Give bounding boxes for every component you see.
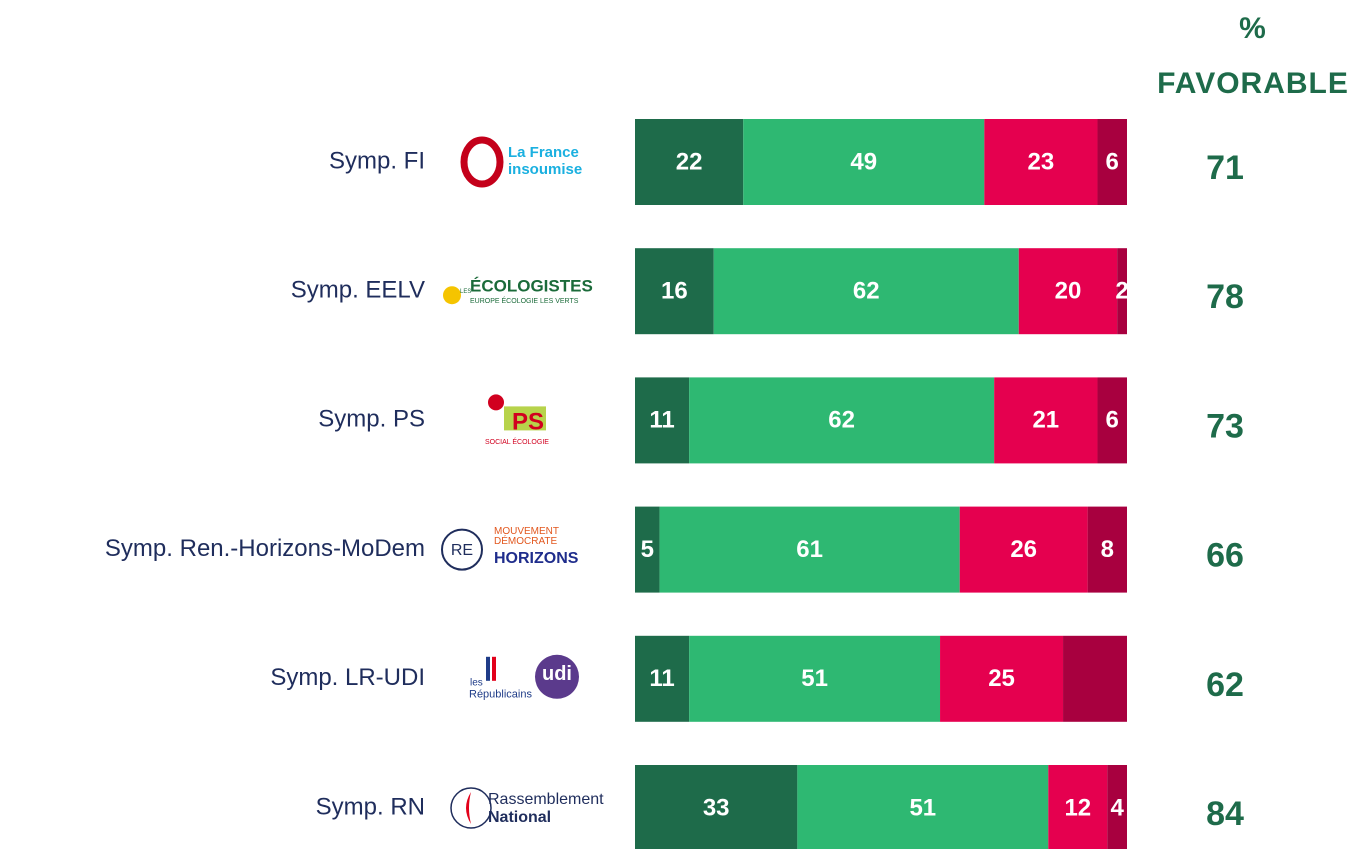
logo-text: PS <box>512 409 544 436</box>
data-label: 16 <box>661 278 688 305</box>
logo-shape <box>535 654 579 699</box>
logo-shape <box>492 656 496 681</box>
column-header: FAVORABLE <box>1157 67 1349 100</box>
bar-segment <box>994 377 1098 464</box>
logo-shape <box>466 792 471 824</box>
data-label: 62 <box>853 278 880 305</box>
bar-segment <box>959 506 1088 593</box>
data-label: 5 <box>641 536 654 563</box>
logo-text: udi <box>542 663 572 685</box>
column-header: % <box>1239 12 1267 45</box>
bar-segment <box>635 506 660 593</box>
logo-text: La France <box>508 144 579 161</box>
logo-text: LES <box>460 289 471 295</box>
data-label: 23 <box>1028 148 1055 175</box>
data-label: 11 <box>649 407 674 434</box>
category-label: Symp. LR-UDI <box>270 664 425 691</box>
data-label: 6 <box>1106 148 1119 175</box>
category-label: Symp. Ren.-Horizons-MoDem <box>105 535 425 562</box>
logo-shape <box>488 394 504 411</box>
data-label: 2 <box>1115 278 1128 305</box>
logo-text: ÉCOLOGISTES <box>470 277 593 296</box>
logo-shape <box>450 787 492 829</box>
favorable-value: 71 <box>1206 149 1244 187</box>
logo-text: SOCIAL ÉCOLOGIE <box>485 437 549 446</box>
data-label: 33 <box>703 794 730 821</box>
bar-segment <box>940 635 1064 722</box>
bar-segment <box>689 377 995 464</box>
bar-segment <box>1087 506 1127 593</box>
logo-text: National <box>488 809 551 826</box>
logo-text: Rassemblement <box>488 791 604 808</box>
bar-segment <box>635 377 690 464</box>
bar-segment <box>797 765 1049 849</box>
data-label: 6 <box>1106 407 1119 434</box>
data-label: 11 <box>649 665 674 692</box>
favorable-value: 73 <box>1206 407 1244 445</box>
bar-segment <box>635 119 744 205</box>
data-label: 26 <box>1010 536 1037 563</box>
favorable-value: 66 <box>1206 537 1244 575</box>
bar-segment <box>635 248 714 335</box>
category-label: Symp. FI <box>329 147 425 174</box>
logo-text: insoumise <box>508 161 582 178</box>
bar-segment <box>635 635 690 722</box>
logo-text: Républicains <box>469 689 532 701</box>
data-label: 8 <box>1101 536 1114 563</box>
data-label: 12 <box>1064 794 1091 821</box>
bar-segment <box>1107 765 1127 849</box>
data-label: 62 <box>828 407 855 434</box>
bar-segment <box>635 765 798 849</box>
logo-shape <box>504 406 546 431</box>
favorable-value: 78 <box>1206 278 1244 316</box>
bar-segment <box>1018 248 1118 335</box>
bar-segment <box>1048 765 1108 849</box>
data-label: 49 <box>850 148 877 175</box>
category-label: Symp. PS <box>318 406 425 433</box>
category-label: Symp. RN <box>316 793 425 820</box>
logo-text: EUROPE ÉCOLOGIE LES VERTS <box>470 296 579 305</box>
bar-segment <box>659 506 960 593</box>
data-label: 22 <box>676 148 703 175</box>
data-label: 25 <box>988 665 1015 692</box>
bar-segment <box>1063 635 1127 722</box>
data-label: 20 <box>1055 278 1082 305</box>
bar-segment <box>1117 248 1127 335</box>
logo-text: HORIZONS <box>494 550 579 567</box>
bar-segment <box>689 635 941 722</box>
category-label: Symp. EELV <box>291 277 425 304</box>
logo-shape <box>486 656 490 681</box>
data-label: 4 <box>1110 794 1124 821</box>
data-label: 51 <box>909 794 936 821</box>
bar-segment <box>984 119 1098 205</box>
data-label: 21 <box>1032 407 1059 434</box>
bar-segment <box>1097 377 1127 464</box>
bar-segment <box>713 248 1019 335</box>
logo-text: RE <box>451 542 473 559</box>
data-label: 61 <box>796 536 823 563</box>
logo-text: MOUVEMENT <box>494 526 559 537</box>
bar-segment <box>1097 119 1127 205</box>
logo-shape <box>443 286 461 305</box>
logo-shape <box>441 528 483 571</box>
favorable-value: 84 <box>1206 795 1244 833</box>
logo-shape <box>460 136 504 188</box>
bar-segment <box>743 119 985 205</box>
logo-text: les <box>470 677 483 688</box>
data-label: 51 <box>801 665 828 692</box>
logo-text: DÉMOCRATE <box>494 534 557 547</box>
favorable-value: 62 <box>1206 666 1244 704</box>
